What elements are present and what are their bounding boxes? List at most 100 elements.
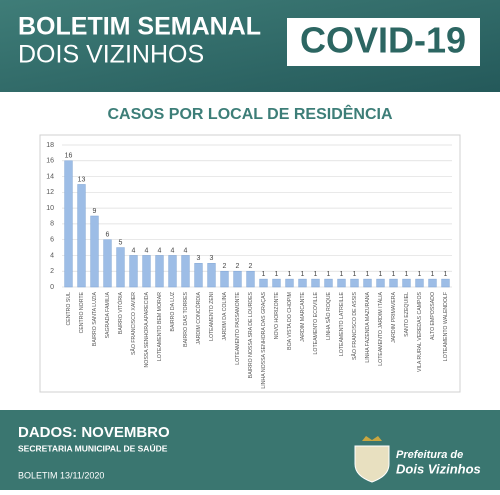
- data-label: 3: [210, 255, 214, 262]
- data-label: 1: [340, 271, 344, 278]
- y-tick-label: 12: [46, 189, 54, 196]
- x-tick-label: LINHA SÃO ROQUE: [325, 291, 332, 339]
- data-label: 5: [119, 239, 123, 246]
- data-label: 1: [314, 271, 318, 278]
- y-tick-label: 14: [46, 173, 54, 180]
- x-tick-label: CENTRO NORTE: [79, 291, 85, 333]
- header-subtitle: DOIS VIZINHOS: [18, 41, 204, 69]
- data-label: 1: [418, 271, 422, 278]
- y-tick-label: 10: [46, 205, 54, 212]
- chart-title: CASOS POR LOCAL DE RESIDÊNCIA: [107, 104, 393, 123]
- x-tick-label: LOTEAMENTO JARDIM ITÁLIA: [377, 291, 384, 365]
- bar: [233, 270, 242, 288]
- x-tick-label: LINHA NOSSA SENHORA DAS GRAÇAS: [261, 291, 267, 388]
- data-label: 1: [327, 271, 331, 278]
- y-tick-label: 16: [46, 158, 54, 165]
- data-label: 16: [65, 153, 73, 160]
- x-tick-label: BOA VISTA DO CHOPIM: [287, 292, 293, 350]
- data-label: 1: [405, 271, 409, 278]
- footer-dept: SECRETARIA MUNICIPAL DE SAÚDE: [18, 442, 168, 453]
- data-label: 6: [106, 232, 110, 239]
- data-label: 4: [184, 247, 188, 254]
- badge-box: [287, 18, 480, 66]
- footer-band: [0, 410, 500, 490]
- bar: [350, 278, 359, 288]
- x-tick-label: BAIRRO VITÓRIA: [117, 291, 124, 334]
- bar: [402, 278, 411, 288]
- bar: [155, 255, 164, 288]
- data-label: 4: [132, 247, 136, 254]
- x-tick-label: BAIRRO DA LUZ: [170, 292, 176, 332]
- bar: [324, 278, 333, 288]
- data-label: 2: [223, 263, 227, 270]
- x-tick-label: SÃO FRANCISCO DE ASSIS: [351, 291, 358, 360]
- bar: [129, 255, 138, 288]
- bar: [194, 263, 203, 288]
- data-label: 4: [171, 247, 175, 254]
- data-label: 1: [392, 271, 396, 278]
- bar: [168, 255, 177, 288]
- x-tick-label: LOTEAMENTO ZENI: [209, 292, 215, 341]
- bar: [298, 278, 307, 288]
- data-label: 1: [431, 271, 435, 278]
- bar: [415, 278, 424, 288]
- footer-data: DADOS: NOVEMBRO: [18, 424, 170, 441]
- bar: [259, 278, 268, 288]
- x-tick-label: JARDIM MARCANTE: [300, 291, 306, 341]
- data-label: 1: [353, 271, 357, 278]
- data-label: 4: [158, 247, 162, 254]
- x-tick-label: ALTO EMPOSSADO: [430, 292, 436, 340]
- x-tick-label: JARDIM DA COLINA: [222, 291, 228, 340]
- logo-text-1: Prefeitura de: [396, 449, 463, 461]
- x-tick-label: SÃO FRANCISCO XAVIER: [130, 292, 137, 355]
- y-tick-label: 2: [50, 268, 54, 275]
- x-tick-label: CENTRO SUL: [66, 292, 72, 326]
- x-tick-label: LINHA FAZENDA MAZURANA: [365, 291, 371, 362]
- x-tick-label: LOTEAMENTO LATREILLE: [339, 291, 345, 356]
- x-tick-label: BAIRRO NOSSA SRA DE LOURDES: [248, 291, 254, 378]
- bar: [246, 270, 255, 288]
- bar: [220, 270, 229, 288]
- bar: [181, 255, 190, 288]
- data-label: 2: [236, 263, 240, 270]
- data-label: 4: [145, 247, 149, 254]
- data-label: 1: [301, 271, 305, 278]
- bar: [90, 215, 99, 288]
- data-label: 2: [249, 263, 253, 270]
- data-label: 1: [275, 271, 279, 278]
- y-tick-label: 0: [50, 284, 54, 291]
- data-label: 3: [197, 255, 201, 262]
- y-tick-label: 6: [50, 237, 54, 244]
- bar: [207, 263, 216, 288]
- x-tick-label: SANTO EZEQUIEL: [404, 292, 410, 337]
- bar: [337, 278, 346, 288]
- data-label: 1: [262, 271, 266, 278]
- x-tick-label: BAIRRO DAS TORRES: [183, 291, 189, 346]
- x-tick-label: LOTEAMENTO ECOVILLE: [313, 291, 319, 354]
- data-label: 1: [366, 271, 370, 278]
- bar: [389, 278, 398, 288]
- logo-shield: [354, 445, 390, 483]
- data-label: 1: [444, 271, 448, 278]
- x-tick-label: NOVO HORIZONTE: [274, 291, 280, 339]
- bar: [64, 160, 73, 288]
- x-tick-label: JARDIM PRIMAVERA: [391, 291, 397, 342]
- bar: [116, 247, 125, 288]
- y-tick-label: 18: [46, 142, 54, 149]
- data-label: 13: [78, 176, 86, 183]
- data-label: 1: [379, 271, 383, 278]
- bar: [77, 184, 86, 288]
- x-tick-label: NOSSA SENHORA APARECIDA: [144, 291, 150, 367]
- bar: [272, 278, 281, 288]
- bar: [376, 278, 385, 288]
- badge: COVID-19: [300, 20, 466, 61]
- logo-text-2: Dois Vizinhos: [396, 461, 481, 476]
- data-label: 1: [288, 271, 292, 278]
- data-label: 9: [93, 208, 97, 215]
- footer-date: BOLETIM 13/11/2020: [18, 470, 104, 480]
- header-title: BOLETIM SEMANAL: [18, 13, 261, 41]
- bar: [441, 278, 450, 288]
